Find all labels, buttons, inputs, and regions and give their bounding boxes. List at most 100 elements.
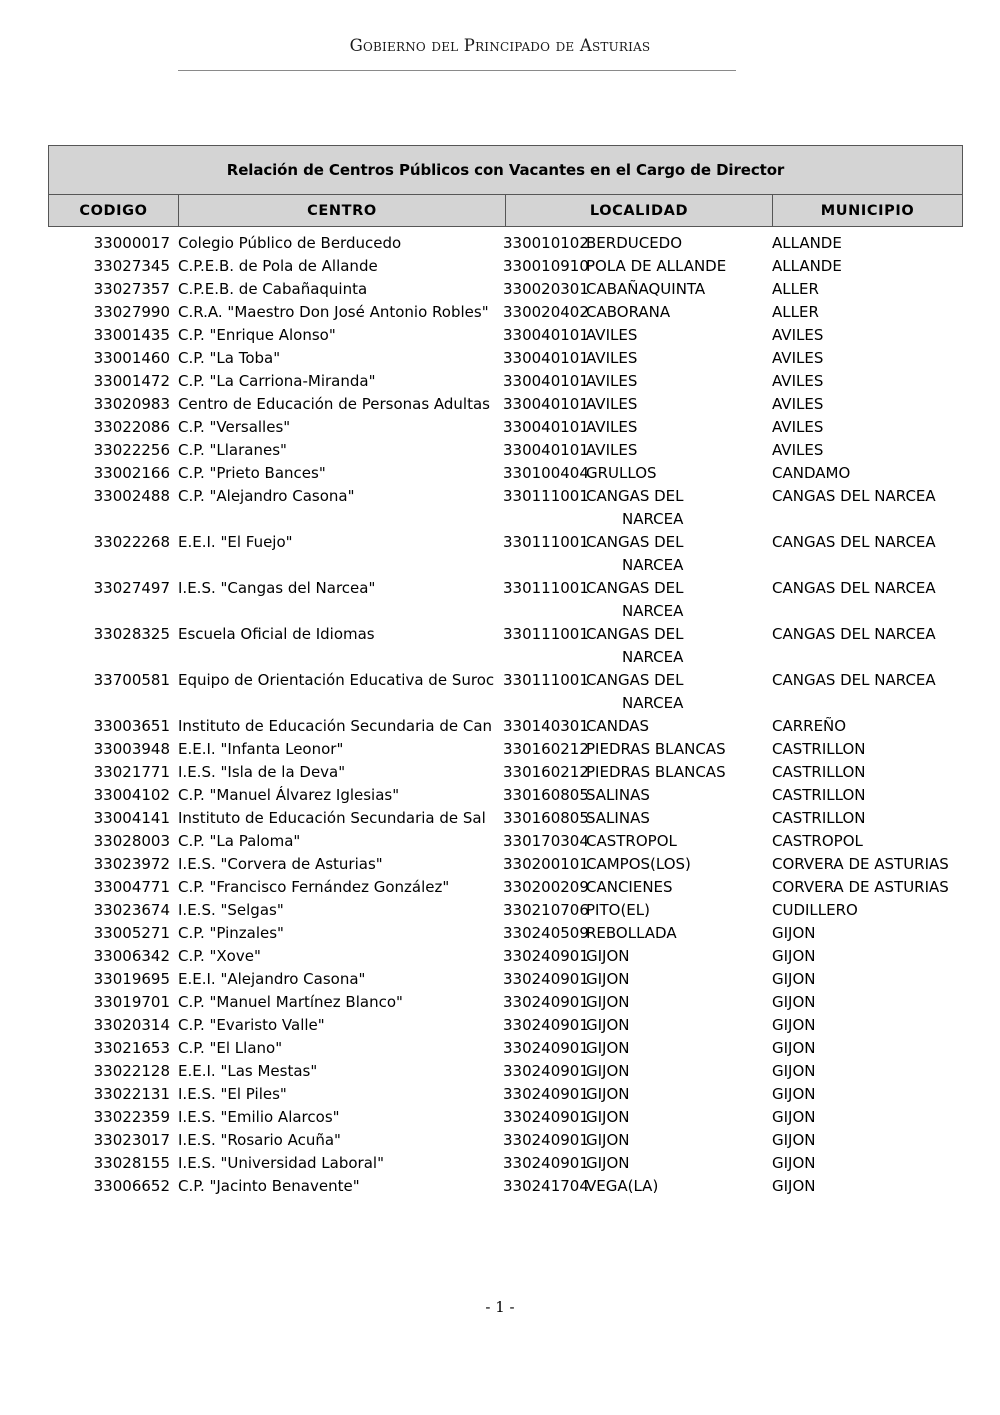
cell-localidad-code: 330240901 [503,993,589,1011]
cell-localidad-code: 330010910 [503,257,589,275]
cell-centro: C.P. "Enrique Alonso" [178,326,336,344]
cell-codigo: 33006652 [93,1177,170,1195]
cell-localidad-name: GIJON [586,1039,630,1057]
cell-localidad-code: 330040101 [503,441,589,459]
cell-codigo: 33027357 [93,280,170,298]
cell-localidad-code: 330140301 [503,717,589,735]
cell-municipio: CORVERA DE ASTURIAS [772,855,949,873]
cell-centro: I.E.S. "Corvera de Asturias" [178,855,383,873]
cell-localidad-name: CANDAS [586,717,650,735]
page-footer: - 1 - [0,1298,1000,1316]
cell-localidad-code: 330170304 [503,832,589,850]
table-row: 33002166 C.P. "Prieto Bances" 330100404 GRU… [48,462,963,485]
cell-codigo: 33019695 [93,970,170,988]
cell-municipio: CANGAS DEL NARCEA [772,671,936,689]
cell-municipio: CASTRILLON [772,809,866,827]
table-row: 33022086 C.P. "Versalles" 330040101 AVILES A… [48,416,963,439]
cell-localidad-name: GIJON [586,947,630,965]
table-row: 33000017 Colegio Público de Berducedo 3300… [48,232,963,255]
cell-localidad-name: POLA DE ALLANDE [586,257,727,275]
cell-localidad-name: CANCIENES [586,878,673,896]
cell-codigo: 33020983 [93,395,170,413]
localidad-line-1: CANGAS DEL [586,671,684,689]
table-row: 33700581 Equipo de Orientación Educativa … [48,669,963,715]
cell-centro: I.E.S. "Rosario Acuña" [178,1131,341,1149]
cell-centro: E.E.I. "Las Mestas" [178,1062,318,1080]
cell-localidad-name: CANGAS DEL NARCEA [586,577,772,623]
column-header-centro: CENTRO [179,195,506,226]
cell-centro: I.E.S. "Selgas" [178,901,284,919]
cell-centro: C.P. "Llaranes" [178,441,287,459]
cell-municipio: CUDILLERO [772,901,858,919]
cell-localidad-code: 330040101 [503,349,589,367]
table-row: 33001472 C.P. "La Carriona-Miranda" 330040… [48,370,963,393]
cell-localidad-code: 330160805 [503,809,589,827]
cell-localidad-name: VEGA(LA) [586,1177,659,1195]
cell-centro: C.R.A. "Maestro Don José Antonio Robles" [178,303,489,321]
cell-localidad-name: PIEDRAS BLANCAS [586,763,726,781]
cell-municipio: ALLER [772,280,819,298]
cell-municipio: GIJON [772,947,816,965]
cell-centro: Colegio Público de Berducedo [178,234,402,252]
localidad-line-2: NARCEA [622,556,684,574]
table-row: 33004771 C.P. "Francisco Fernández Gonzál… [48,876,963,899]
cell-localidad-name: GIJON [586,1131,630,1149]
cell-localidad-name: CANGAS DEL NARCEA [586,531,772,577]
table-row: 33004141 Instituto de Educación Secundari… [48,807,963,830]
cell-localidad-name: AVILES [586,372,638,390]
cell-municipio: CANGAS DEL NARCEA [772,533,936,551]
cell-centro: C.P.E.B. de Pola de Allande [178,257,378,275]
cell-localidad-name: GIJON [586,1016,630,1034]
cell-localidad-code: 330020402 [503,303,589,321]
cell-codigo: 33019701 [93,993,170,1011]
cell-centro: C.P. "Manuel Álvarez Iglesias" [178,786,400,804]
table-row: 33006342 C.P. "Xove" 330240901 GIJON GIJON [48,945,963,968]
table-row: 33004102 C.P. "Manuel Álvarez Iglesias" 33… [48,784,963,807]
localidad-line-2: NARCEA [622,510,684,528]
cell-localidad-code: 330040101 [503,395,589,413]
cell-centro: I.E.S. "Emilio Alarcos" [178,1108,340,1126]
cell-centro: I.E.S. "Cangas del Narcea" [178,579,376,597]
table-row: 33021771 I.E.S. "Isla de la Deva" 33016021… [48,761,963,784]
cell-localidad-code: 330240901 [503,1016,589,1034]
table-row: 33022268 E.E.I. "El Fuejo" 330111001 CANGAS… [48,531,963,577]
table-row: 33028003 C.P. "La Paloma" 330170304 CASTROP… [48,830,963,853]
cell-municipio: AVILES [772,326,824,344]
cell-localidad-name: CABAÑAQUINTA [586,280,706,298]
cell-localidad-code: 330040101 [503,418,589,436]
table-row: 33002488 C.P. "Alejandro Casona" 330111001… [48,485,963,531]
cell-centro: E.E.I. "Infanta Leonor" [178,740,344,758]
cell-localidad-code: 330160212 [503,763,589,781]
cell-localidad-code: 330111001 [503,533,589,551]
cell-municipio: AVILES [772,418,824,436]
cell-localidad-name: CASTROPOL [586,832,677,850]
table-row: 33005271 C.P. "Pinzales" 330240509 REBOLLAD… [48,922,963,945]
table-row: 33003651 Instituto de Educación Secundari… [48,715,963,738]
column-header-localidad: LOCALIDAD [506,195,773,226]
cell-codigo: 33022268 [93,533,170,551]
cell-municipio: CASTRILLON [772,786,866,804]
cell-municipio: CANGAS DEL NARCEA [772,625,936,643]
page-number: - 1 - [485,1298,515,1316]
table-title: Relación de Centros Públicos con Vacante… [226,161,785,179]
cell-centro: I.E.S. "El Piles" [178,1085,287,1103]
cell-codigo: 33022086 [93,418,170,436]
cell-localidad-name: CANGAS DEL NARCEA [586,669,772,715]
cell-codigo: 33022131 [93,1085,170,1103]
column-header-municipio: MUNICIPIO [820,202,915,219]
cell-codigo: 33021653 [93,1039,170,1057]
localidad-line-1: CANGAS DEL [586,533,684,551]
table-row: 33019701 C.P. "Manuel Martínez Blanco" 330… [48,991,963,1014]
cell-codigo: 33005271 [93,924,170,942]
table-row: 33006652 C.P. "Jacinto Benavente" 33024170… [48,1175,963,1198]
table-row: 33003948 E.E.I. "Infanta Leonor" 330160212… [48,738,963,761]
cell-localidad-code: 330111001 [503,625,589,643]
cell-centro: Centro de Educación de Personas Adultas [178,395,490,413]
cell-centro: C.P. "El Llano" [178,1039,283,1057]
cell-codigo: 33004771 [93,878,170,896]
localidad-line-1: CANGAS DEL [586,579,684,597]
cell-localidad-name: PITO(EL) [586,901,650,919]
cell-localidad-code: 330111001 [503,487,589,505]
cell-municipio: GIJON [772,1039,816,1057]
cell-municipio: ALLANDE [772,234,842,252]
